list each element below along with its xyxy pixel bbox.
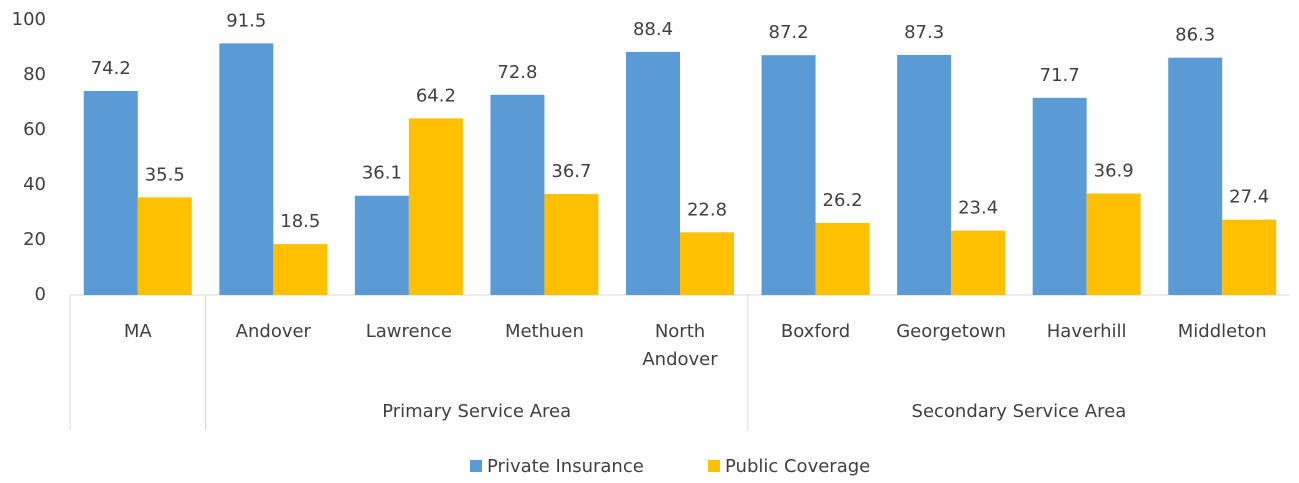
x-tick-label: Haverhill <box>1046 321 1127 342</box>
data-label: 74.2 <box>91 58 131 79</box>
data-label: 64.2 <box>416 85 456 106</box>
data-label: 36.1 <box>362 163 402 184</box>
bar <box>1032 97 1087 295</box>
x-tick-label: North Andover <box>642 321 718 370</box>
bar <box>1086 193 1141 295</box>
bar <box>408 118 463 295</box>
data-label: 27.4 <box>1229 187 1269 208</box>
x-tick-label: Methuen <box>504 321 584 342</box>
bar <box>1168 57 1223 295</box>
bar <box>680 232 734 295</box>
y-tick-label: 60 <box>23 119 46 140</box>
data-label: 18.5 <box>280 211 320 232</box>
bar <box>897 54 952 295</box>
bar <box>815 222 870 295</box>
bar <box>137 197 192 295</box>
y-tick-label: 80 <box>23 64 46 85</box>
bar <box>219 43 274 295</box>
x-tick-label: Middleton <box>1177 321 1267 342</box>
data-label: 87.3 <box>904 22 944 43</box>
y-tick-label: 20 <box>23 229 46 250</box>
data-label: 26.2 <box>823 190 863 211</box>
x-tick-label: Andover <box>235 321 311 342</box>
y-tick-label: 100 <box>12 9 46 30</box>
bar <box>490 94 545 295</box>
x-tick-label: Boxford <box>780 321 851 342</box>
data-label: 86.3 <box>1175 25 1215 46</box>
data-label: 23.4 <box>958 198 998 219</box>
group-label: Secondary Service Area <box>912 401 1127 422</box>
bar <box>761 55 816 296</box>
bar <box>951 230 1006 295</box>
bar <box>83 90 138 295</box>
data-label: 87.2 <box>769 22 809 43</box>
bar <box>273 244 328 295</box>
data-label: 22.8 <box>687 199 727 220</box>
data-label: 35.5 <box>145 164 185 185</box>
y-tick-label: 40 <box>23 174 46 195</box>
legend-swatch <box>708 460 720 472</box>
bar <box>626 51 680 296</box>
data-label: 36.7 <box>551 161 591 182</box>
bar <box>544 194 599 295</box>
data-label: 72.8 <box>497 62 537 83</box>
group-label: Primary Service Area <box>382 401 571 422</box>
data-label: 88.4 <box>633 19 673 40</box>
x-tick-label: MA <box>123 321 152 342</box>
bar <box>354 195 409 295</box>
legend-label: Public Coverage <box>725 456 870 477</box>
y-tick-label: 0 <box>35 284 46 305</box>
legend-swatch <box>470 460 482 472</box>
bar <box>1222 219 1277 295</box>
x-tick-label: Georgetown <box>896 321 1007 342</box>
data-label: 91.5 <box>226 10 266 31</box>
data-label: 36.9 <box>1094 161 1134 182</box>
x-tick-label: Lawrence <box>365 321 452 342</box>
legend-label: Private Insurance <box>487 456 644 477</box>
data-label: 71.7 <box>1040 65 1080 86</box>
